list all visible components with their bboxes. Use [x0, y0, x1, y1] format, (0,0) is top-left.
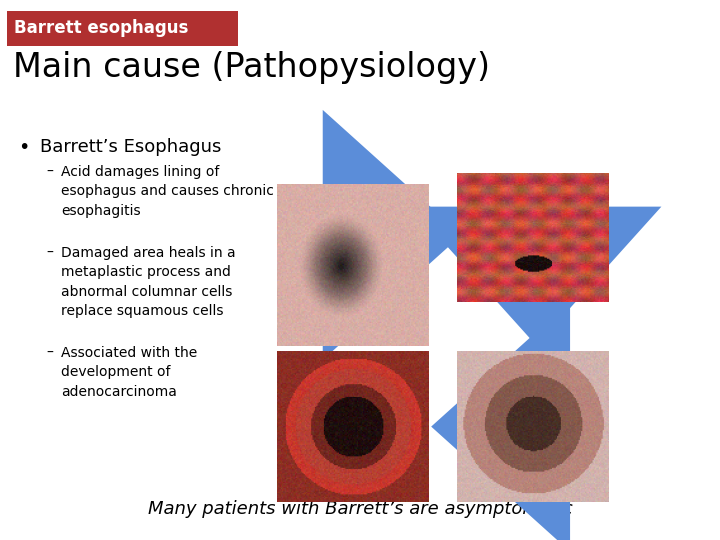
Text: Associated with the
development of
adenocarcinoma: Associated with the development of adeno… — [61, 346, 197, 399]
Text: –: – — [47, 346, 54, 360]
Text: •: • — [18, 138, 30, 157]
Text: Main cause (Pathopysiology): Main cause (Pathopysiology) — [13, 51, 490, 84]
Text: –: – — [47, 165, 54, 179]
Text: Barrett’s Esophagus: Barrett’s Esophagus — [40, 138, 221, 156]
Text: Acid damages lining of
esophagus and causes chronic
esophagitis: Acid damages lining of esophagus and cau… — [61, 165, 274, 218]
Text: Barrett esophagus: Barrett esophagus — [14, 19, 189, 37]
Text: Many patients with Barrett’s are asymptomatic: Many patients with Barrett’s are asympto… — [148, 501, 572, 518]
Text: –: – — [47, 246, 54, 260]
FancyBboxPatch shape — [7, 11, 238, 46]
Text: Damaged area heals in a
metaplastic process and
abnormal columnar cells
replace : Damaged area heals in a metaplastic proc… — [61, 246, 236, 318]
